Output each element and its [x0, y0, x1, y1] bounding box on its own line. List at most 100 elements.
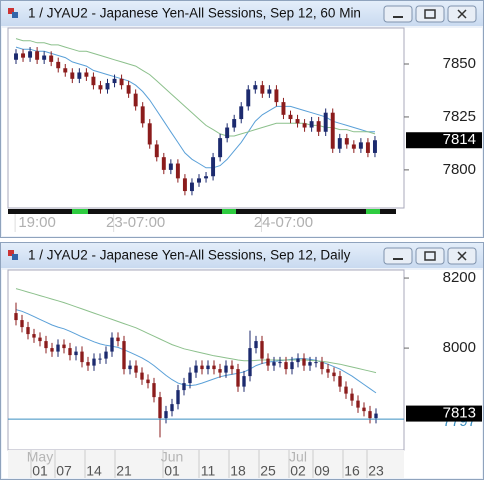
candle-body [176, 390, 180, 405]
window-button[interactable] [415, 5, 445, 23]
candle-body [344, 386, 348, 394]
candle-body [212, 365, 216, 370]
candle-body [338, 376, 342, 387]
candle-body [128, 365, 132, 370]
x-tick-label: 23 [368, 463, 384, 479]
candle-body [119, 78, 124, 86]
session-bar [8, 209, 396, 214]
candle-body [296, 358, 300, 363]
window-button[interactable] [383, 5, 413, 23]
x-tick-label: 18 [230, 463, 246, 479]
candle-body [365, 142, 370, 153]
session-marker [366, 209, 380, 214]
candle-body [14, 313, 18, 321]
candle-body [225, 127, 230, 139]
candle-body [189, 182, 194, 192]
candle-body [320, 362, 324, 370]
candle-body [211, 157, 216, 177]
candle-body [182, 178, 187, 192]
candle-body [254, 341, 258, 349]
candle-body [206, 365, 210, 370]
candle-body [140, 106, 145, 124]
candle-body [38, 337, 42, 342]
candle-body [239, 106, 244, 120]
session-marker [72, 209, 88, 214]
candle-body [44, 341, 48, 349]
candle-body [42, 55, 47, 60]
candle-body [284, 362, 288, 370]
button-glyph [457, 251, 467, 261]
x-tick-label: 23-07:00 [106, 214, 165, 231]
candle-body [295, 119, 300, 124]
candle-body [168, 163, 173, 170]
last-price-label: 7814 [443, 131, 476, 148]
candle-body [248, 348, 252, 377]
candle-body [133, 93, 138, 107]
time-axis [8, 450, 404, 478]
last-price-box [406, 405, 482, 422]
candle-body [337, 138, 342, 149]
candle-body [302, 123, 307, 128]
candle-body [302, 358, 306, 366]
window-icon [8, 250, 14, 256]
candle-body [62, 344, 66, 349]
candle-body [110, 337, 114, 352]
last-price-label: 7813 [443, 405, 476, 422]
candle-body [260, 341, 264, 359]
plot-area [7, 269, 405, 451]
candle-body [356, 400, 360, 408]
candle-body [194, 365, 198, 373]
candle-body [140, 372, 144, 380]
candle-body [316, 121, 321, 132]
candle-body [98, 358, 102, 360]
candle-body [344, 138, 349, 145]
candle-body [68, 348, 72, 356]
candle-body [116, 337, 120, 342]
candle-body [146, 379, 150, 384]
candle-body [200, 365, 204, 370]
candle-body [56, 344, 60, 352]
y-tick-label: 7850 [443, 55, 476, 72]
candle-body [20, 320, 24, 328]
candle-body [372, 140, 377, 153]
session-marker [222, 209, 236, 214]
candle-body [266, 358, 270, 366]
candle-body [281, 102, 286, 115]
candle-body [170, 404, 174, 412]
candle-body [350, 393, 354, 401]
y-tick-label: 8000 [443, 339, 476, 356]
candle-body [84, 72, 89, 77]
button-glyph [457, 9, 467, 19]
x-tick-label: 01 [32, 463, 48, 479]
month-label: Jul [289, 449, 307, 465]
x-tick-label: 19:00 [18, 214, 56, 231]
candle-body [309, 121, 314, 128]
candle-body [188, 372, 192, 384]
candle-body [267, 89, 272, 94]
x-tick-label: 01 [164, 463, 180, 479]
window-icon [12, 12, 18, 18]
candle-body [77, 72, 82, 79]
candle-body [218, 369, 222, 373]
candle-body [274, 89, 279, 103]
candle-body [161, 157, 166, 170]
candle-body [272, 362, 276, 366]
candle-body [260, 85, 265, 94]
candle-body [147, 123, 152, 145]
candle-body [330, 112, 335, 149]
candle-body [246, 89, 251, 107]
candle-body [358, 142, 363, 149]
window-button[interactable] [383, 247, 413, 265]
candle-body [218, 138, 223, 158]
candle-body [224, 365, 228, 373]
candle-body [134, 365, 138, 373]
candle-body [175, 163, 180, 179]
candle-body [49, 55, 54, 62]
candle-body [21, 53, 26, 58]
window-button[interactable] [415, 247, 445, 265]
candle-body [158, 397, 162, 419]
x-tick-label: 14 [86, 463, 102, 479]
candle-body [253, 85, 258, 90]
month-label: Jun [161, 449, 184, 465]
candle-body [105, 83, 110, 90]
